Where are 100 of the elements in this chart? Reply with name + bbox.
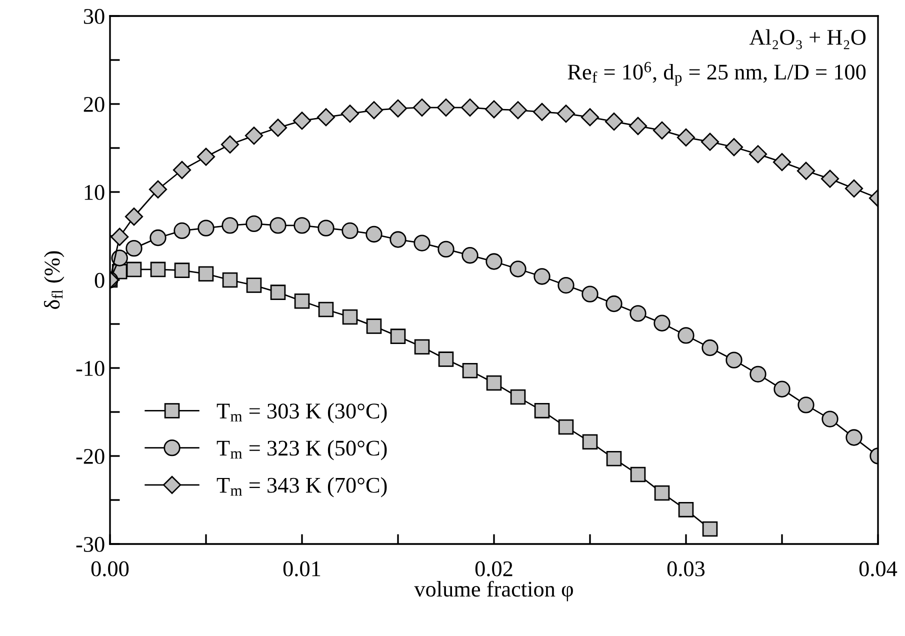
y-tick-label: 10	[84, 184, 104, 200]
y-tick-label: -10	[76, 360, 104, 376]
point	[412, 98, 432, 117]
point	[628, 116, 648, 136]
point	[292, 112, 312, 130]
point	[822, 410, 838, 428]
point	[678, 327, 694, 344]
point	[604, 112, 624, 131]
point	[414, 339, 430, 355]
y-tick-label: 30	[84, 8, 104, 24]
point	[678, 502, 694, 518]
point	[174, 262, 190, 278]
point	[150, 229, 166, 246]
y-tick-label: -30	[76, 536, 104, 552]
point	[774, 380, 790, 398]
point	[270, 217, 286, 234]
y-tick-label: 20	[84, 96, 104, 112]
point	[532, 102, 552, 121]
point	[198, 266, 214, 282]
point	[462, 247, 478, 264]
point	[486, 375, 502, 391]
point	[390, 328, 406, 344]
point	[484, 100, 504, 118]
point	[366, 226, 382, 243]
point	[318, 302, 334, 318]
point	[318, 220, 334, 236]
point	[364, 101, 384, 120]
point	[340, 104, 360, 123]
point	[796, 162, 816, 180]
point	[510, 389, 526, 405]
point	[558, 276, 574, 294]
point	[630, 305, 646, 322]
point	[148, 180, 168, 198]
point	[126, 262, 142, 278]
point	[582, 434, 598, 450]
point	[222, 217, 238, 234]
point	[772, 153, 792, 172]
point	[294, 293, 310, 309]
point	[846, 429, 862, 446]
x-tick-label: 0.04	[859, 561, 898, 576]
point	[110, 228, 129, 246]
point	[246, 278, 262, 293]
x-tick-label: 0.00	[91, 561, 129, 576]
point	[198, 220, 214, 236]
x-axis-title: volume fraction φ	[414, 580, 573, 602]
point	[654, 314, 670, 332]
point	[582, 286, 598, 302]
point	[724, 138, 744, 156]
point	[462, 363, 478, 378]
point	[750, 366, 766, 382]
point	[580, 108, 600, 126]
legend-label: T$_{m}$ = 323 K (50°C)	[216, 440, 387, 460]
point	[222, 272, 238, 288]
point	[174, 222, 190, 240]
point	[111, 250, 128, 266]
point	[460, 98, 480, 117]
point	[366, 318, 382, 334]
point	[606, 295, 622, 312]
point	[748, 145, 768, 164]
point	[534, 403, 550, 418]
point	[246, 215, 262, 232]
point	[510, 260, 526, 278]
annotation: Re$_{f}$ = 10$^{6}$, d$_{p}$ = 25 nm, L/D = 100	[568, 62, 866, 86]
point	[124, 208, 144, 226]
point	[438, 352, 454, 367]
point	[342, 309, 358, 325]
point	[436, 98, 456, 117]
point	[316, 108, 336, 126]
point	[390, 231, 406, 248]
y-tick-label: 0	[94, 272, 104, 288]
point	[820, 170, 840, 188]
point	[726, 352, 742, 368]
legend-label: T$_{m}$ = 343 K (70°C)	[216, 477, 387, 498]
point	[606, 451, 622, 466]
point	[220, 135, 240, 154]
point	[798, 396, 814, 414]
point	[388, 99, 408, 118]
point	[654, 485, 670, 501]
point	[342, 222, 358, 240]
point	[652, 121, 672, 140]
point	[172, 160, 192, 180]
point	[196, 148, 216, 166]
x-tick-label: 0.03	[667, 561, 705, 576]
point	[126, 240, 142, 257]
point	[558, 419, 574, 435]
point	[630, 466, 646, 482]
point	[414, 234, 430, 252]
point	[244, 126, 264, 145]
point	[508, 101, 528, 120]
point	[534, 268, 550, 285]
point	[702, 521, 718, 537]
point	[486, 253, 502, 270]
annotation: Al₂O₃ + H₂O	[749, 29, 866, 50]
y-tick-label: -20	[76, 448, 104, 464]
legend-label: T$_{m}$ = 303 K (30°C)	[216, 402, 387, 424]
point	[844, 179, 864, 198]
point	[270, 284, 286, 300]
point	[556, 104, 576, 123]
x-tick-label: 0.02	[475, 561, 512, 576]
x-tick-label: 0.01	[283, 561, 320, 576]
